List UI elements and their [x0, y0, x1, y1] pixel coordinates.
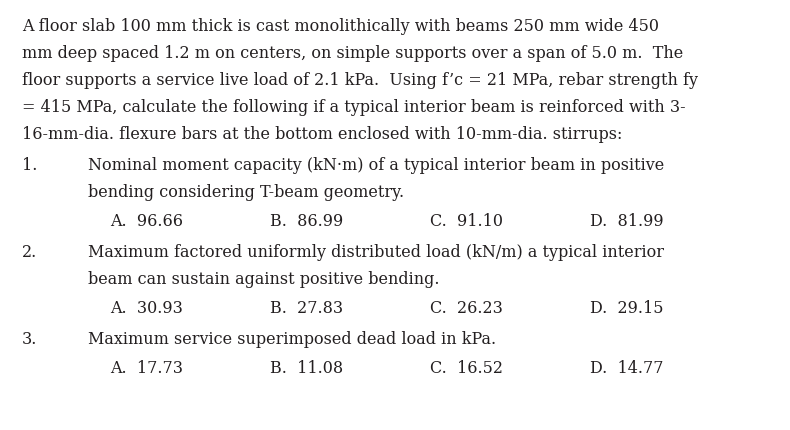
Text: 1.: 1.	[22, 157, 37, 174]
Text: Nominal moment capacity (kN·m) of a typical interior beam in positive: Nominal moment capacity (kN·m) of a typi…	[88, 157, 664, 174]
Text: D.  14.77: D. 14.77	[590, 360, 664, 377]
Text: beam can sustain against positive bending.: beam can sustain against positive bendin…	[88, 271, 439, 288]
Text: 2.: 2.	[22, 244, 37, 261]
Text: A.  96.66: A. 96.66	[110, 213, 183, 230]
Text: A.  30.93: A. 30.93	[110, 300, 182, 317]
Text: B.  27.83: B. 27.83	[270, 300, 343, 317]
Text: A.  17.73: A. 17.73	[110, 360, 183, 377]
Text: A floor slab 100 mm thick is cast monolithically with beams 250 mm wide 450: A floor slab 100 mm thick is cast monoli…	[22, 18, 659, 35]
Text: B.  86.99: B. 86.99	[270, 213, 343, 230]
Text: 16-mm-dia. flexure bars at the bottom enclosed with 10-mm-dia. stirrups:: 16-mm-dia. flexure bars at the bottom en…	[22, 126, 623, 143]
Text: bending considering T-beam geometry.: bending considering T-beam geometry.	[88, 184, 404, 201]
Text: 3.: 3.	[22, 331, 37, 348]
Text: = 415 MPa, calculate the following if a typical interior beam is reinforced with: = 415 MPa, calculate the following if a …	[22, 99, 686, 116]
Text: B.  11.08: B. 11.08	[270, 360, 343, 377]
Text: Maximum service superimposed dead load in kPa.: Maximum service superimposed dead load i…	[88, 331, 496, 348]
Text: Maximum factored uniformly distributed load (kN/m) a typical interior: Maximum factored uniformly distributed l…	[88, 244, 664, 261]
Text: C.  91.10: C. 91.10	[430, 213, 503, 230]
Text: floor supports a service live load of 2.1 kPa.  Using f’c = 21 MPa, rebar streng: floor supports a service live load of 2.…	[22, 72, 698, 89]
Text: mm deep spaced 1.2 m on centers, on simple supports over a span of 5.0 m.  The: mm deep spaced 1.2 m on centers, on simp…	[22, 45, 683, 62]
Text: C.  26.23: C. 26.23	[430, 300, 503, 317]
Text: D.  81.99: D. 81.99	[590, 213, 664, 230]
Text: C.  16.52: C. 16.52	[430, 360, 503, 377]
Text: D.  29.15: D. 29.15	[590, 300, 664, 317]
